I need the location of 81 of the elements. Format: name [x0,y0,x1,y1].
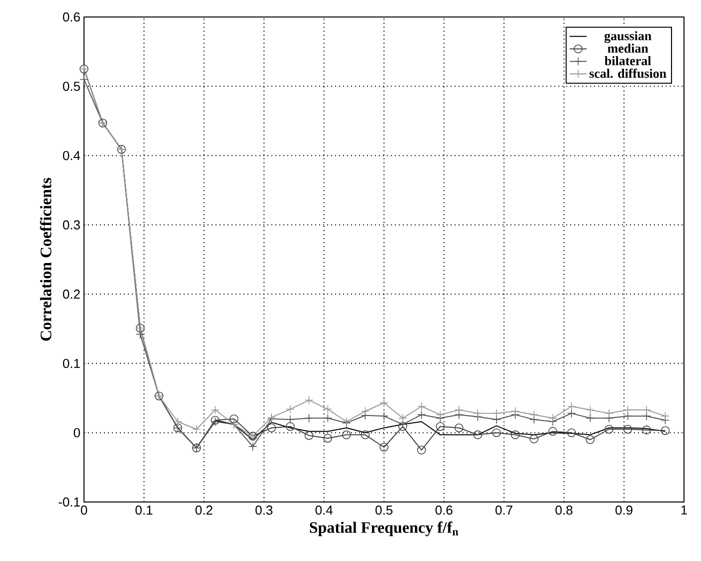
point [586,405,595,414]
point [454,423,464,432]
point [380,442,388,452]
point [492,408,501,418]
point [510,430,520,440]
point [660,412,670,420]
point [398,414,408,423]
y-tick-label: 0.6 [62,12,80,22]
point [323,434,332,443]
point [360,406,370,416]
y-tick-label: 0.3 [62,220,80,230]
point [642,426,651,434]
point [492,415,501,424]
point [604,424,614,434]
x-tick-label: 0.5 [376,506,392,515]
point [230,414,238,424]
x-tick-label: 0.8 [556,506,572,515]
x-tick-label: 0.3 [256,506,272,515]
point [567,428,576,438]
point [530,434,538,444]
y-axis-title: Correlation Coefficients [40,178,52,341]
point [473,408,482,418]
point [304,431,314,440]
point [267,423,276,432]
x-tick-label: 0.1 [136,506,152,515]
point [473,430,482,440]
point [530,410,538,420]
point [417,446,426,454]
point [192,424,201,434]
point [286,415,295,424]
y-tick-label: 0.5 [62,82,80,91]
point [492,428,501,438]
legend-label: median [608,44,648,53]
point [510,406,520,416]
point [80,74,88,84]
legend-label: scal. diffusion [590,68,666,78]
point [642,412,651,420]
y-tick-label: 0.4 [62,150,80,160]
point [286,422,295,431]
point [623,405,632,414]
point [417,410,426,420]
point [548,414,558,423]
point [210,405,220,414]
x-tick-label: 0.4 [316,506,333,515]
point [380,412,388,420]
y-tick-label: 0.1 [62,358,80,368]
point [586,414,595,423]
x-tick-label: 0.9 [616,506,632,515]
point [436,422,445,431]
point [660,426,670,436]
y-tick-label: 0.2 [62,290,80,299]
point [586,435,595,444]
y-tick-label: 0 [74,428,80,438]
x-tick-label: 0 [80,506,88,515]
x-axis-title: Spatial Frequency f/f$_{n}$ [310,522,458,536]
point [304,414,314,423]
point [623,412,632,420]
x-tick-label: 0.7 [496,506,512,515]
point [623,424,632,434]
point [323,404,332,414]
point [360,430,370,440]
point [567,408,576,418]
point [548,426,558,436]
x-tick-label: 1 [681,506,687,514]
legend-label: bilateral [604,56,652,66]
point [436,410,445,420]
point [304,396,314,405]
point [417,402,426,411]
point [380,398,388,408]
point [173,417,182,426]
x-tick-label: 0.2 [196,506,212,515]
point [604,408,614,418]
point [248,442,258,451]
point [136,330,145,339]
point [286,404,295,414]
y-tick-label: -0.1 [58,497,80,507]
point [323,414,332,423]
x-tick-label: 0.6 [436,506,452,515]
legend-label: gaussian [604,31,652,44]
point [342,430,351,440]
point [567,402,576,411]
